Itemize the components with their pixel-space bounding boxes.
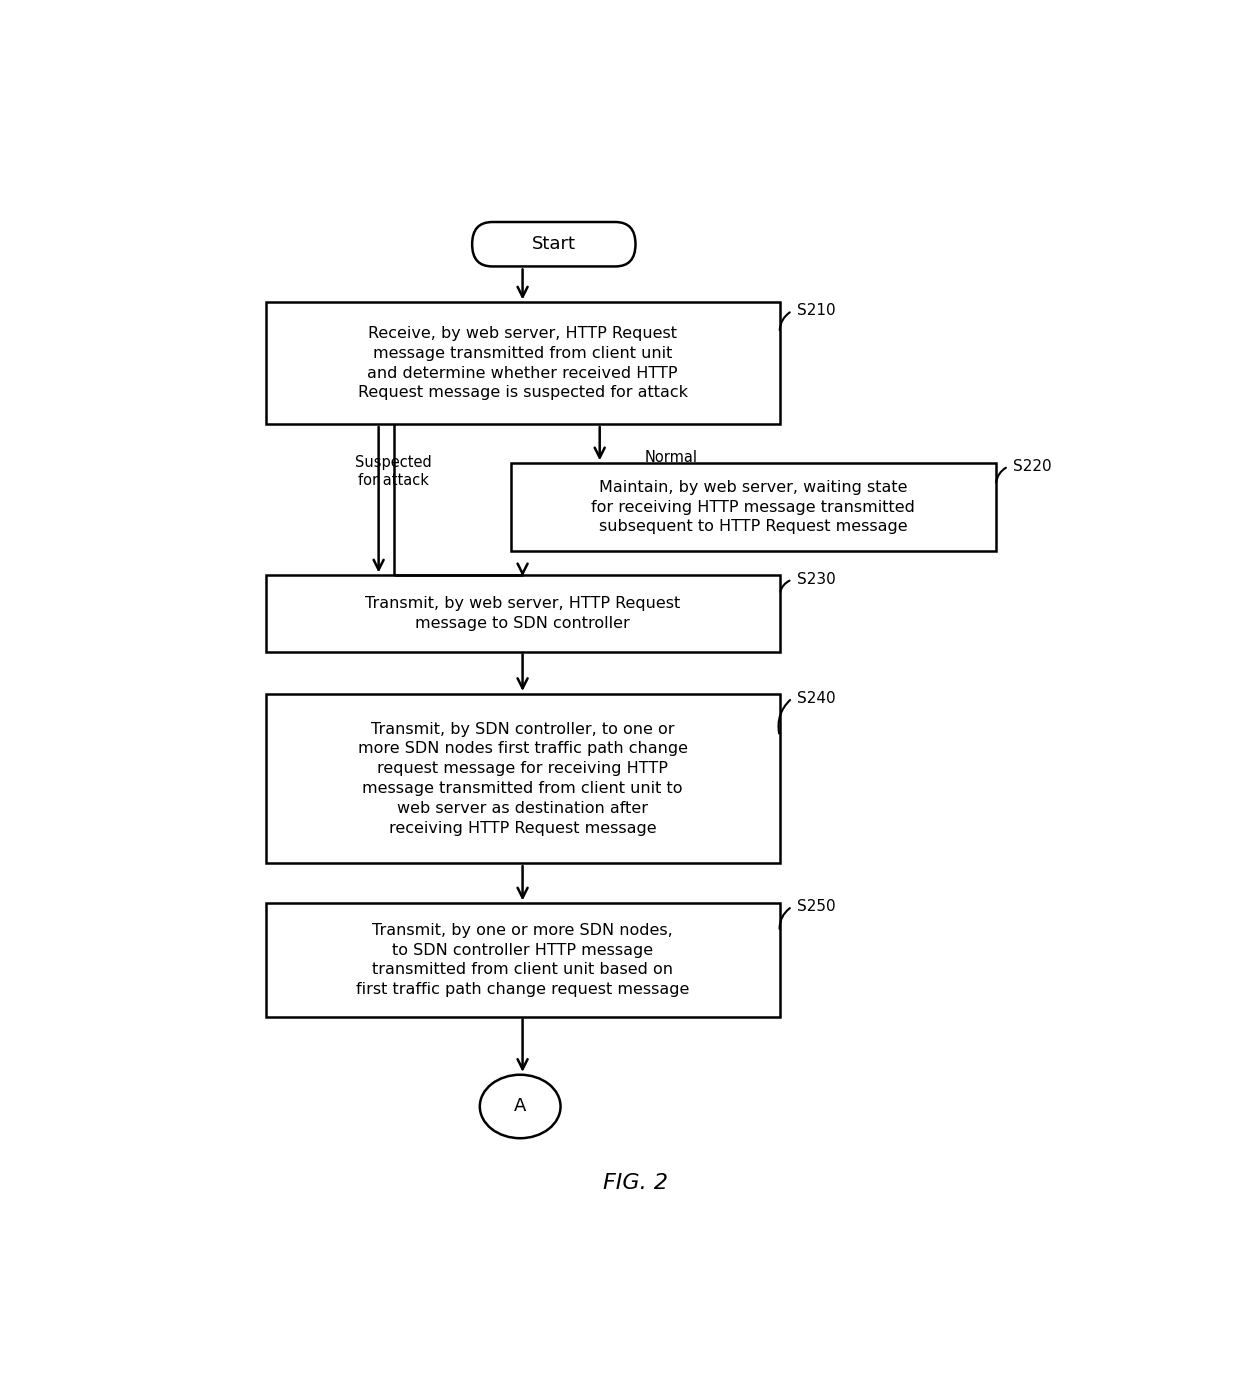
Bar <box>511 463 996 551</box>
Text: S220: S220 <box>1013 459 1052 474</box>
Bar <box>265 694 780 863</box>
Text: Maintain, by web server, waiting state
for receiving HTTP message transmitted
su: Maintain, by web server, waiting state f… <box>591 480 915 534</box>
Text: Start: Start <box>532 235 575 253</box>
Ellipse shape <box>480 1074 560 1138</box>
Text: Transmit, by SDN controller, to one or
more SDN nodes first traffic path change
: Transmit, by SDN controller, to one or m… <box>357 721 688 835</box>
Text: Suspected
for attack: Suspected for attack <box>355 455 432 489</box>
Text: S240: S240 <box>797 691 836 706</box>
Text: A: A <box>515 1098 526 1116</box>
Text: Transmit, by web server, HTTP Request
message to SDN controller: Transmit, by web server, HTTP Request me… <box>365 596 681 631</box>
Text: Transmit, by one or more SDN nodes,
to SDN controller HTTP message
transmitted f: Transmit, by one or more SDN nodes, to S… <box>356 923 689 998</box>
Text: S230: S230 <box>797 572 836 587</box>
Bar <box>265 576 780 651</box>
Bar <box>265 302 780 425</box>
Text: FIG. 2: FIG. 2 <box>603 1172 668 1193</box>
Text: Receive, by web server, HTTP Request
message transmitted from client unit
and de: Receive, by web server, HTTP Request mes… <box>357 326 688 400</box>
Bar <box>265 903 780 1017</box>
FancyBboxPatch shape <box>472 223 635 267</box>
Text: Normal: Normal <box>645 451 698 466</box>
Text: S250: S250 <box>797 899 836 914</box>
Text: S210: S210 <box>797 304 836 319</box>
